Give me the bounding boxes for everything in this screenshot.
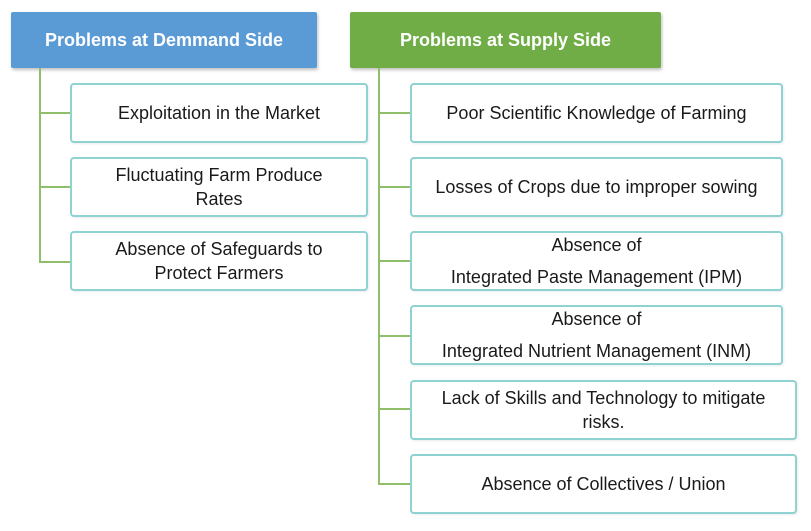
supply-connector-branch <box>378 260 411 262</box>
demand-side-header: Problems at Demmand Side <box>11 12 317 68</box>
supply-connector-branch <box>378 112 411 114</box>
demand-item-fluctuating-rates: Fluctuating Farm Produce Rates <box>70 157 368 217</box>
supply-item-label-top: Absence of <box>551 235 642 255</box>
supply-connector-trunk <box>378 68 380 485</box>
supply-item-label-top: Absence of <box>551 309 642 329</box>
supply-side-header: Problems at Supply Side <box>350 12 661 68</box>
supply-item-label-bottom: Integrated Paste Management (IPM) <box>450 267 743 287</box>
demand-item-absence-of-safeguards: Absence of Safeguards to Protect Farmers <box>70 231 368 291</box>
demand-connector-branch <box>39 186 71 188</box>
supply-item-lack-of-skills: Lack of Skills and Technology to mitigat… <box>410 380 797 440</box>
demand-connector-branch <box>39 261 71 263</box>
supply-connector-branch <box>378 186 411 188</box>
demand-item-exploitation: Exploitation in the Market <box>70 83 368 143</box>
supply-item-label-bottom: Integrated Nutrient Management (INM) <box>441 341 752 361</box>
demand-connector-branch <box>39 112 71 114</box>
supply-item-absence-collectives: Absence of Collectives / Union <box>410 454 797 514</box>
supply-item-crop-losses: Losses of Crops due to improper sowing <box>410 157 783 217</box>
supply-connector-branch <box>378 335 411 337</box>
supply-connector-branch <box>378 483 411 485</box>
supply-item-poor-knowledge: Poor Scientific Knowledge of Farming <box>410 83 783 143</box>
demand-connector-trunk <box>39 68 41 263</box>
supply-connector-branch <box>378 408 411 410</box>
supply-item-absence-inm: Absence of Integrated Nutrient Managemen… <box>410 305 783 365</box>
supply-item-absence-ipm: Absence of Integrated Paste Management (… <box>410 231 783 291</box>
